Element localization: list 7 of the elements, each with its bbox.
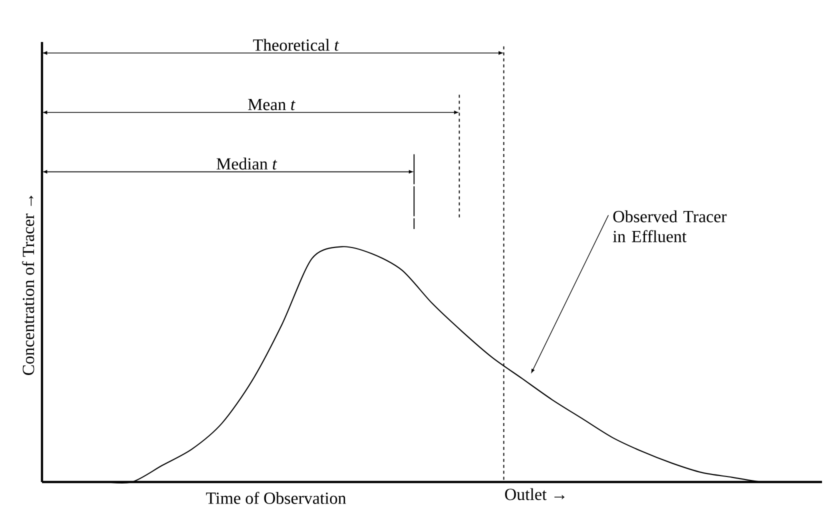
text: Mean t [248, 98, 296, 110]
y-axis-title: Concentration of Tracer → [22, 196, 34, 375]
text: Outlet → [505, 488, 564, 500]
text: Median t [216, 158, 278, 170]
text: Theoretical t [253, 38, 340, 51]
x-axis-title: Time of Observation [206, 492, 346, 504]
text: Observed Tracer in Effluent [612, 210, 727, 242]
